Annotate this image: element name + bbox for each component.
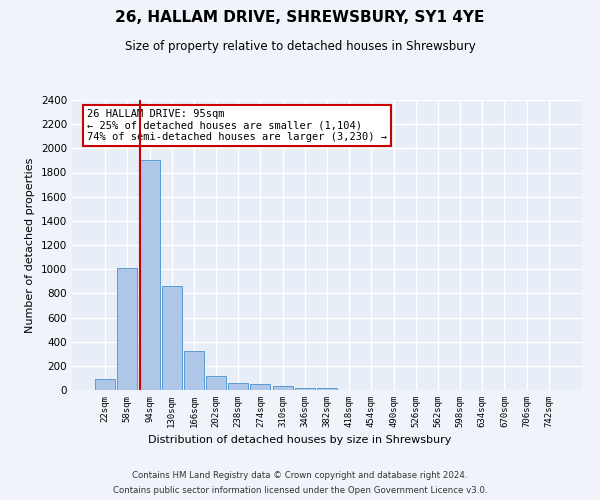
Bar: [295, 388, 315, 390]
Text: Contains HM Land Registry data © Crown copyright and database right 2024.: Contains HM Land Registry data © Crown c…: [132, 471, 468, 480]
Bar: [228, 384, 248, 390]
Bar: [118, 268, 137, 390]
Text: Contains public sector information licensed under the Open Government Licence v3: Contains public sector information licen…: [113, 486, 487, 495]
Bar: [317, 388, 337, 390]
Y-axis label: Number of detached properties: Number of detached properties: [25, 158, 35, 332]
Text: 26 HALLAM DRIVE: 95sqm
← 25% of detached houses are smaller (1,104)
74% of semi-: 26 HALLAM DRIVE: 95sqm ← 25% of detached…: [88, 108, 388, 142]
Text: Distribution of detached houses by size in Shrewsbury: Distribution of detached houses by size …: [148, 435, 452, 445]
Bar: [140, 160, 160, 390]
Bar: [250, 384, 271, 390]
Bar: [272, 386, 293, 390]
Bar: [95, 379, 115, 390]
Text: 26, HALLAM DRIVE, SHREWSBURY, SY1 4YE: 26, HALLAM DRIVE, SHREWSBURY, SY1 4YE: [115, 10, 485, 25]
Bar: [184, 352, 204, 390]
Bar: [206, 376, 226, 390]
Text: Size of property relative to detached houses in Shrewsbury: Size of property relative to detached ho…: [125, 40, 475, 53]
Bar: [162, 286, 182, 390]
